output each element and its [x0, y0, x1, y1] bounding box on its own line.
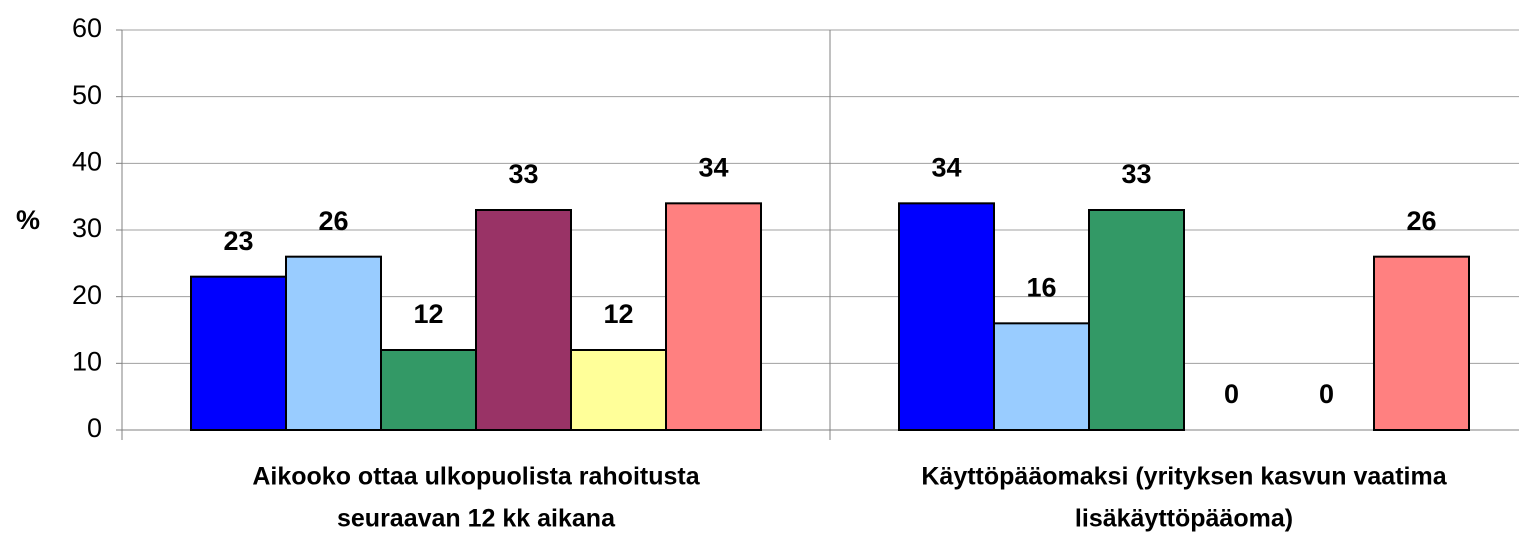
y-tick-label: 20 [72, 280, 102, 310]
value-label: 34 [931, 152, 961, 182]
y-tick-label: 60 [72, 13, 102, 43]
bar [380, 349, 477, 431]
value-label: 12 [413, 299, 443, 329]
value-label: 23 [223, 226, 253, 256]
value-label: 34 [698, 152, 728, 182]
bar [570, 349, 667, 431]
x-tick-label: lisäkäyttöpääoma) [1075, 505, 1293, 533]
value-label: 12 [603, 299, 633, 329]
y-tick-label: 30 [72, 213, 102, 243]
bar [285, 255, 382, 431]
value-label: 33 [508, 159, 538, 189]
bar [665, 202, 762, 431]
y-tick-label: 10 [72, 346, 102, 376]
x-tick-label: Käyttöpääomaksi (yrityksen kasvun vaatim… [921, 463, 1447, 491]
bar [1373, 255, 1470, 431]
bar [475, 209, 572, 431]
value-label: 26 [318, 206, 348, 236]
y-tick-label: 40 [72, 146, 102, 176]
value-label: 0 [1224, 379, 1239, 409]
bar [898, 202, 995, 431]
x-tick-label: seuraavan 12 kk aikana [337, 505, 616, 533]
value-label: 16 [1026, 272, 1056, 302]
y-axis-label: % [16, 205, 40, 235]
value-label: 33 [1121, 159, 1151, 189]
y-tick-label: 0 [87, 413, 102, 443]
value-label: 26 [1406, 206, 1436, 236]
y-tick-label: 50 [72, 80, 102, 110]
value-label: 0 [1319, 379, 1334, 409]
bar [1088, 209, 1185, 431]
x-tick-label: Aikooko ottaa ulkopuolista rahoitusta [252, 463, 700, 491]
bar [190, 275, 287, 431]
bar [993, 322, 1090, 432]
